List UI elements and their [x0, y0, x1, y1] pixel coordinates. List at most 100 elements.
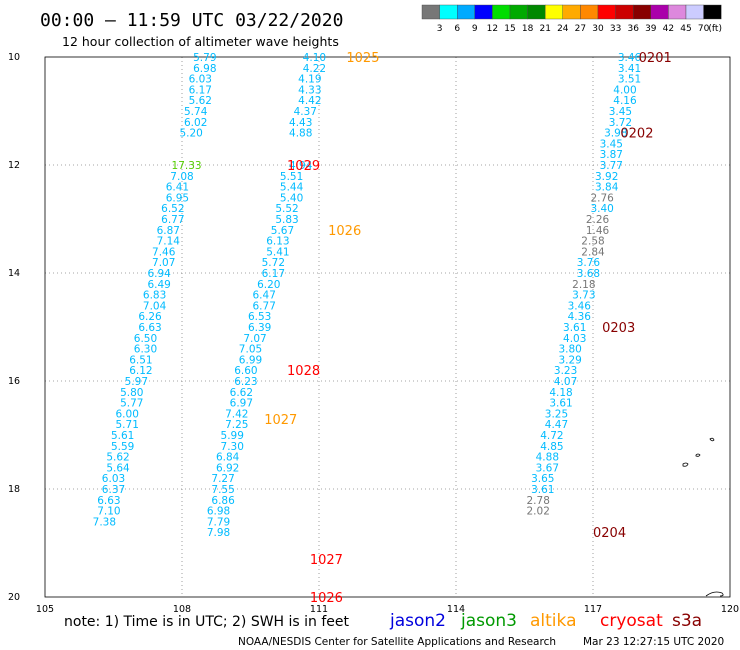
colorbar-label: 24 [557, 24, 569, 34]
wave-height-label: 6.95 [166, 192, 189, 204]
wave-height-label: 7.42 [225, 408, 248, 420]
wave-height-label: 7.05 [239, 344, 262, 356]
wave-height-label: 3.87 [600, 149, 623, 161]
wave-height-label: 6.39 [248, 322, 271, 334]
y-tick-label: 12 [8, 160, 20, 171]
wave-height-label: 6.47 [253, 290, 276, 302]
wave-height-label: 5.80 [120, 387, 143, 399]
time-label: 0204 [593, 526, 626, 541]
wave-height-label: 3.46 [568, 300, 592, 312]
wave-height-label: 3.23 [554, 365, 577, 377]
time-label: 1026 [328, 224, 361, 239]
wave-height-label: 7.79 [207, 516, 230, 528]
legend-jason3: jason3 [460, 611, 517, 631]
wave-height-label: 6.50 [134, 333, 157, 345]
colorbar-swatch [597, 4, 616, 20]
wave-height-label: 5.83 [275, 214, 298, 226]
axis-ticks: 105 108 111 114 117 120 10 12 14 16 18 20 [8, 52, 739, 615]
footer-timestamp: Mar 23 12:27:15 UTC 2020 [583, 636, 724, 648]
colorbar-unit: (ft) [708, 24, 722, 34]
wave-height-label: 6.30 [134, 344, 157, 356]
wave-height-label: 7.46 [152, 246, 176, 258]
wave-height-label: 4.16 [613, 95, 637, 107]
colorbar-swatch [545, 4, 564, 20]
wave-height-label: 3.61 [549, 398, 572, 410]
wave-height-label: 4.18 [549, 387, 572, 399]
wave-height-label: 4.88 [289, 128, 312, 140]
chart-title: 00:00 – 11:59 UTC 03/22/2020 [40, 10, 343, 31]
wave-height-label: 5.62 [189, 95, 212, 107]
y-tick-label: 14 [8, 268, 20, 279]
wave-height-label: 7.27 [211, 473, 234, 485]
wave-height-label: 6.37 [102, 484, 125, 496]
wave-height-label: 4.37 [294, 106, 317, 118]
wave-height-label: 7.10 [97, 506, 120, 518]
data-points: 4.104.224.194.334.424.374.434.884.945.51… [93, 52, 642, 539]
colorbar-label: 21 [539, 24, 550, 34]
footer-credit: NOAA/NESDIS Center for Satellite Applica… [238, 636, 556, 648]
wave-height-label: 5.59 [111, 441, 134, 453]
colorbar-swatch [580, 4, 599, 20]
wave-height-label: 7.55 [211, 484, 234, 496]
wave-height-label: 3.46 [618, 52, 642, 64]
wave-height-label: 4.88 [536, 452, 559, 464]
legend-altika: altika [530, 611, 577, 631]
colorbar-label: 33 [610, 24, 621, 34]
colorbar-swatch [439, 4, 458, 20]
y-tick-label: 10 [8, 52, 20, 63]
time-label: 1026 [310, 591, 343, 606]
wave-height-label: 4.10 [303, 52, 326, 64]
wave-height-label: 2.26 [586, 214, 610, 226]
wave-height-label: 3.45 [609, 106, 632, 118]
colorbar-swatch [668, 4, 687, 20]
wave-height-label: 7.04 [143, 300, 167, 312]
wave-height-label: 7.98 [207, 527, 230, 539]
wave-height-label: 3.40 [590, 203, 613, 215]
colorbar-label: 12 [487, 24, 498, 34]
colorbar-swatch [421, 4, 440, 20]
wave-height-label: 3.76 [577, 257, 601, 269]
wave-height-label: 6.86 [211, 495, 235, 507]
wave-height-label: 5.41 [266, 246, 289, 258]
wave-height-label: 2.02 [527, 506, 550, 518]
wave-height-label: 6.23 [234, 376, 257, 388]
wave-height-label: 3.98 [604, 128, 627, 140]
wave-height-label: 3.65 [531, 473, 554, 485]
wave-height-label: 6.51 [129, 354, 152, 366]
wave-height-label: 6.77 [161, 214, 184, 226]
wave-height-label: 6.52 [161, 203, 184, 215]
wave-height-label: 4.42 [298, 95, 321, 107]
wave-height-label: 2.58 [581, 236, 604, 248]
time-label: 0201 [639, 51, 672, 66]
wave-height-label: 6.98 [207, 506, 230, 518]
wave-height-label: 4.47 [545, 419, 568, 431]
colorbar-label: 45 [680, 24, 691, 34]
wave-height-label: 17.33 [172, 160, 202, 172]
wave-height-label: 6.94 [147, 268, 171, 280]
wave-height-label: 3.68 [577, 268, 600, 280]
colorbar-swatch [492, 4, 511, 20]
wave-height-label: 3.61 [563, 322, 586, 334]
wave-height-label: 5.99 [221, 430, 244, 442]
legend-jason2: jason2 [389, 611, 446, 631]
wave-height-label: 4.33 [298, 84, 321, 96]
wave-height-label: 5.64 [106, 462, 130, 474]
wave-height-label: 7.08 [170, 171, 193, 183]
wave-height-label: 5.74 [184, 106, 208, 118]
wave-height-label: 6.03 [189, 74, 212, 86]
colorbar-swatch [562, 4, 581, 20]
wave-height-label: 6.49 [147, 279, 170, 291]
legend-cryosat: cryosat [600, 611, 663, 631]
wave-height-label: 4.43 [289, 117, 312, 129]
wave-height-label: 3.80 [558, 344, 581, 356]
wave-height-label: 2.76 [590, 192, 614, 204]
satellite-legend: jason2 jason3 altika cryosat s3a [389, 611, 702, 631]
x-tick-label: 117 [584, 604, 602, 615]
colorbar-label: 42 [663, 24, 674, 34]
wave-height-label: 4.85 [540, 441, 563, 453]
time-label: 1028 [287, 364, 320, 379]
wave-height-label: 2.18 [572, 279, 595, 291]
wave-height-label: 3.41 [618, 63, 641, 75]
chart-subtitle: 12 hour collection of altimeter wave hei… [62, 34, 339, 49]
wave-height-label: 6.60 [234, 365, 257, 377]
